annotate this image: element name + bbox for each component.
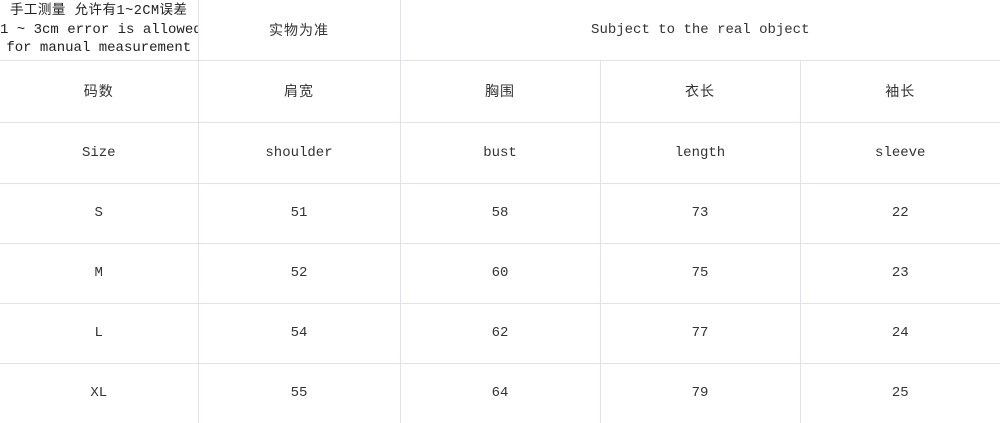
bust-value: 64 (399, 362, 601, 423)
header-row-zh: 码数 肩宽 胸围 衣长 袖长 (0, 59, 1000, 123)
header-en-size: Size (0, 121, 199, 184)
shoulder-value: 54 (197, 302, 401, 364)
sleeve-value: 22 (799, 182, 1000, 244)
measurement-note-en-line2: for manual measurement (6, 39, 192, 56)
bust-value: 58 (399, 182, 601, 244)
shoulder-value: 55 (197, 362, 401, 423)
bust-value: 60 (399, 242, 601, 304)
table-row-m: M 52 60 75 23 (0, 242, 1000, 304)
shoulder-value: 51 (197, 182, 401, 244)
header-row-en: Size shoulder bust length sleeve (0, 121, 1000, 184)
header-zh-bust: 胸围 (399, 59, 601, 123)
measurement-note-cell: 手工测量 允许有1~2CM误差 1 ~ 3cm error is allowed… (0, 0, 199, 61)
length-value: 79 (599, 362, 801, 423)
header-en-bust: bust (399, 121, 601, 184)
length-value: 75 (599, 242, 801, 304)
header-zh-length: 衣长 (599, 59, 801, 123)
table-row-l: L 54 62 77 24 (0, 302, 1000, 364)
sleeve-value: 24 (799, 302, 1000, 364)
length-value: 73 (599, 182, 801, 244)
real-object-note-zh: 实物为准 (197, 0, 401, 61)
note-row: 手工测量 允许有1~2CM误差 1 ~ 3cm error is allowed… (0, 0, 1000, 61)
header-en-length: length (599, 121, 801, 184)
table-row-s: S 51 58 73 22 (0, 182, 1000, 244)
measurement-note-en-line1: 1 ~ 3cm error is allowed (0, 21, 198, 38)
table-row-xl: XL 55 64 79 25 (0, 362, 1000, 423)
measurement-note-zh: 手工测量 允许有1~2CM误差 (9, 3, 188, 19)
sleeve-value: 25 (799, 362, 1000, 423)
size-value: XL (0, 362, 199, 423)
sleeve-value: 23 (799, 242, 1000, 304)
bust-value: 62 (399, 302, 601, 364)
real-object-note-en: Subject to the real object (399, 0, 1000, 61)
header-zh-shoulder: 肩宽 (197, 59, 401, 123)
header-zh-sleeve: 袖长 (799, 59, 1000, 123)
size-value: M (0, 242, 199, 304)
size-value: S (0, 182, 199, 244)
header-zh-size: 码数 (0, 59, 199, 123)
header-en-sleeve: sleeve (799, 121, 1000, 184)
shoulder-value: 52 (197, 242, 401, 304)
size-value: L (0, 302, 199, 364)
length-value: 77 (599, 302, 801, 364)
header-en-shoulder: shoulder (197, 121, 401, 184)
